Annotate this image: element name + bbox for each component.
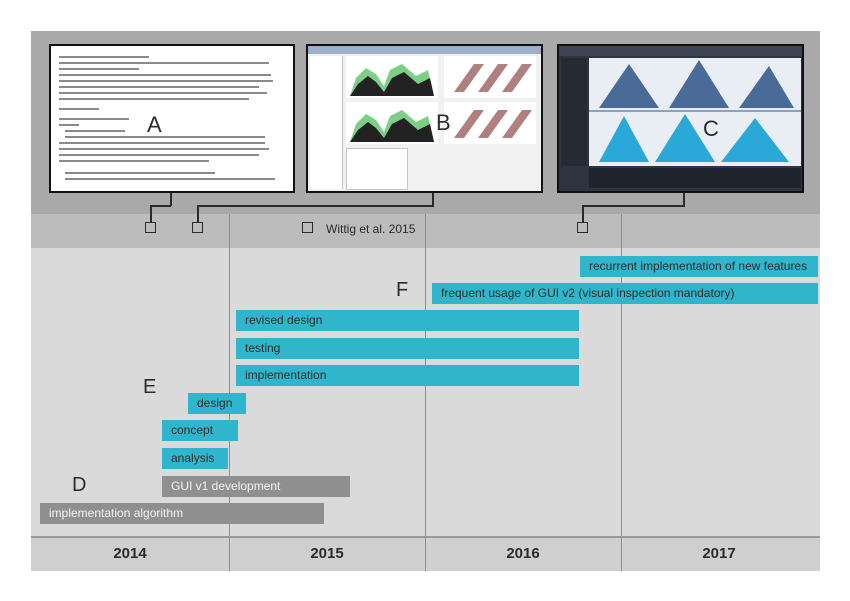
results-table — [346, 148, 408, 190]
divider-2016 — [425, 214, 426, 571]
code-line — [59, 74, 271, 76]
year-label-2015: 2015 — [310, 545, 344, 562]
code-line — [59, 98, 249, 100]
window-titlebar — [559, 46, 802, 56]
task-bar-testing: testing — [236, 338, 579, 359]
file-list-panel — [310, 56, 343, 189]
divider-2017 — [621, 214, 622, 571]
code-line — [59, 154, 259, 156]
code-line — [59, 160, 209, 162]
code-line — [59, 86, 259, 88]
task-bar-algorithm: implementation algorithm — [40, 503, 324, 524]
year-label-2014: 2014 — [113, 545, 147, 562]
plot-pattern-1 — [444, 56, 536, 98]
code-line — [59, 62, 269, 64]
connector-a — [150, 205, 152, 222]
code-line — [65, 130, 125, 132]
task-bar-implementation: implementation — [236, 365, 579, 386]
task-bar-analysis: analysis — [162, 448, 228, 469]
sidebar-panel — [561, 58, 587, 166]
code-line — [59, 148, 269, 150]
window-titlebar — [308, 46, 541, 54]
code-line — [59, 124, 79, 126]
task-bar-concept: concept — [162, 420, 238, 441]
marker-publication — [302, 222, 313, 233]
screenshot-label-a: A — [147, 112, 162, 137]
code-line — [59, 108, 99, 110]
connector-a — [150, 205, 171, 207]
screenshot-a-code: A — [49, 44, 295, 193]
code-line — [59, 80, 273, 82]
code-line — [59, 68, 139, 70]
connector-c — [582, 205, 685, 207]
publication-citation: Wittig et al. 2015 — [326, 222, 416, 236]
plot-heatmap-overview — [589, 58, 801, 166]
year-label-2016: 2016 — [506, 545, 540, 562]
section-label-f: F — [396, 279, 409, 301]
code-line — [65, 172, 215, 174]
connector-a — [170, 193, 172, 206]
task-bar-design: design — [188, 393, 246, 414]
code-line — [59, 142, 265, 144]
code-line — [59, 118, 129, 120]
code-line — [59, 56, 149, 58]
code-line — [59, 92, 267, 94]
connector-b — [197, 205, 434, 207]
task-bar-revised-design: revised design — [236, 310, 579, 331]
plot-coverage-2 — [346, 102, 438, 144]
connector-c — [582, 205, 584, 222]
task-bar-recurrent: recurrent implementation of new features — [580, 256, 818, 277]
screenshot-b-gui-v1: B — [306, 44, 543, 193]
connector-b — [432, 193, 434, 206]
task-bar-gui-v1: GUI v1 development — [162, 476, 350, 497]
control-panel — [589, 168, 801, 188]
task-bar-frequent-usage: frequent usage of GUI v2 (visual inspect… — [432, 283, 818, 304]
marker-screenshot-b — [192, 222, 203, 233]
marker-screenshot-c — [577, 222, 588, 233]
plot-coverage-1 — [346, 56, 438, 98]
divider-2015 — [229, 214, 230, 571]
section-label-d: D — [72, 474, 87, 496]
code-line — [65, 178, 275, 180]
section-label-e: E — [143, 376, 157, 398]
screenshot-label-c: C — [703, 116, 719, 141]
code-line — [65, 136, 265, 138]
screenshot-c-gui-v2: C — [557, 44, 804, 193]
marker-screenshot-a — [145, 222, 156, 233]
year-label-2017: 2017 — [702, 545, 736, 562]
connector-c — [683, 193, 685, 206]
connector-b — [197, 205, 199, 222]
plot-pattern-2 — [444, 102, 536, 144]
screenshot-label-b: B — [436, 110, 451, 135]
